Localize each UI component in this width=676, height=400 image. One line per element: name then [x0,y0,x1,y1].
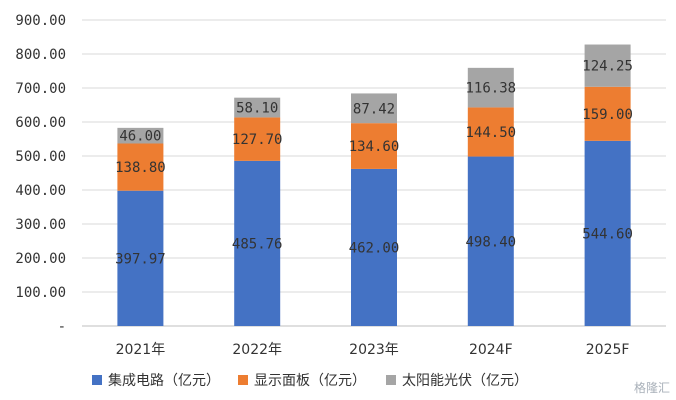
y-tick-label: 600.00 [15,115,66,131]
legend-swatch [386,375,396,385]
x-tick-label: 2024F [469,342,513,358]
bar-segment [467,67,514,108]
bar-segment [467,107,514,157]
y-tick-label: 400.00 [15,183,66,199]
y-tick-label: 200.00 [15,251,66,267]
x-tick-label: 2023年 [349,342,399,358]
bar-segment [584,44,631,87]
data-label: 58.10 [236,101,278,117]
data-label: 116.38 [466,81,517,97]
y-tick-label: 900.00 [15,13,66,29]
data-label: 127.70 [232,132,283,148]
y-tick-label: 300.00 [15,217,66,233]
x-tick-label: 2022年 [232,342,282,358]
x-tick-label: 2021年 [116,342,166,358]
bar-segment [117,127,164,144]
bar-segment [234,117,281,161]
y-tick-label: - [58,319,66,335]
data-label: 159.00 [582,107,633,123]
y-tick-label: 500.00 [15,149,66,165]
data-label: 144.50 [466,125,517,141]
bar-segment [584,86,631,141]
data-label: 462.00 [349,240,400,256]
watermark-logo: 格隆汇 [633,381,670,395]
data-label: 87.42 [353,101,395,117]
bar-segment [351,168,397,326]
bar-segment [351,93,397,124]
y-tick-label: 100.00 [15,285,66,301]
bar-segment [117,190,164,326]
legend-swatch [238,375,248,385]
data-label: 46.00 [119,129,161,145]
bar-segment [351,123,397,169]
legend-label: 太阳能光伏（亿元） [402,373,528,389]
data-label: 124.25 [582,59,633,75]
y-tick-label: 700.00 [15,81,66,97]
data-label: 498.40 [466,234,517,250]
bar-segment [584,140,631,326]
legend-label: 显示面板（亿元） [254,373,366,389]
bar-segment [467,156,514,326]
data-label: 134.60 [349,139,400,155]
bar-segment [234,160,281,326]
data-label: 485.76 [232,236,283,252]
y-tick-label: 800.00 [15,47,66,63]
legend-swatch [92,375,102,385]
legend-label: 集成电路（亿元） [108,372,220,389]
x-tick-label: 2025F [586,342,630,358]
bar-segment [234,97,281,118]
data-label: 138.80 [115,160,166,176]
bar-segment [117,143,164,191]
data-label: 544.60 [582,226,633,242]
data-label: 397.97 [115,251,166,267]
